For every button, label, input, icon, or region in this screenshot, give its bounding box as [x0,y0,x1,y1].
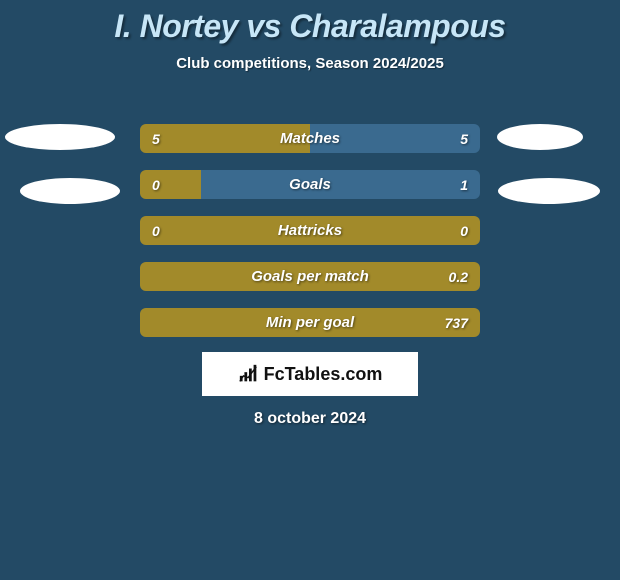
stat-label: Min per goal [140,308,480,337]
stat-value-right: 1 [460,170,468,199]
bar-chart-icon [238,363,260,385]
logo: FcTables.com [238,363,383,385]
stat-value-right: 5 [460,124,468,153]
stat-row: 0Goals1 [140,170,480,199]
stat-row: Goals per match0.2 [140,262,480,291]
stat-label: Goals [140,170,480,199]
stat-value-right: 737 [445,308,468,337]
stats-comparison: 5Matches50Goals10Hattricks0Goals per mat… [140,124,480,354]
stat-row: 0Hattricks0 [140,216,480,245]
stat-value-right: 0.2 [449,262,468,291]
logo-box: FcTables.com [202,352,418,396]
stat-value-right: 0 [460,216,468,245]
avatar-ellipse [5,124,115,150]
avatar-ellipse [497,124,583,150]
page-subtitle: Club competitions, Season 2024/2025 [0,55,620,72]
date-label: 8 october 2024 [0,410,620,428]
stat-label: Goals per match [140,262,480,291]
page-title: I. Nortey vs Charalampous [0,0,620,45]
stat-row: Min per goal737 [140,308,480,337]
stat-label: Matches [140,124,480,153]
stat-label: Hattricks [140,216,480,245]
logo-text: FcTables.com [264,364,383,385]
stat-row: 5Matches5 [140,124,480,153]
avatar-ellipse [498,178,600,204]
avatar-ellipse [20,178,120,204]
